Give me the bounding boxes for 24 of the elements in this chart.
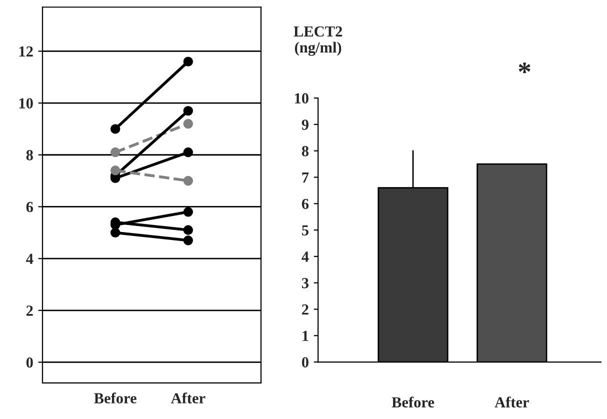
x-tick-label: After	[494, 396, 529, 408]
x-tick-label: Before	[94, 392, 136, 404]
y-tick-label: 4	[26, 254, 34, 264]
y-tick-label: 2	[302, 304, 308, 315]
y-tick-label: 6	[302, 198, 309, 210]
y-tick-label: 7	[302, 172, 309, 183]
y-tick-label: 9	[302, 120, 308, 130]
x-tick-label: Before	[392, 396, 434, 408]
y-tick-label: 10	[19, 98, 33, 108]
y-axis-title: LECT2 (ng/ml)	[294, 26, 342, 56]
y-tick-label: 1	[302, 330, 308, 341]
y-tick-label: 3	[302, 278, 309, 288]
y-tick-label: 12	[19, 46, 33, 56]
y-tick-label: 5	[302, 225, 308, 236]
y-tick-label: 0	[302, 357, 308, 368]
y-tick-label: 8	[26, 150, 33, 160]
y-tick-label: 6	[26, 202, 34, 212]
y-tick-label: 4	[302, 252, 309, 262]
y-tick-label: 8	[302, 146, 309, 156]
y-tick-label: 2	[26, 306, 33, 316]
x-tick-label: After	[170, 392, 206, 404]
y-tick-label: 0	[26, 357, 33, 368]
y-tick-label: 10	[294, 93, 308, 104]
text: *	[518, 62, 530, 74]
